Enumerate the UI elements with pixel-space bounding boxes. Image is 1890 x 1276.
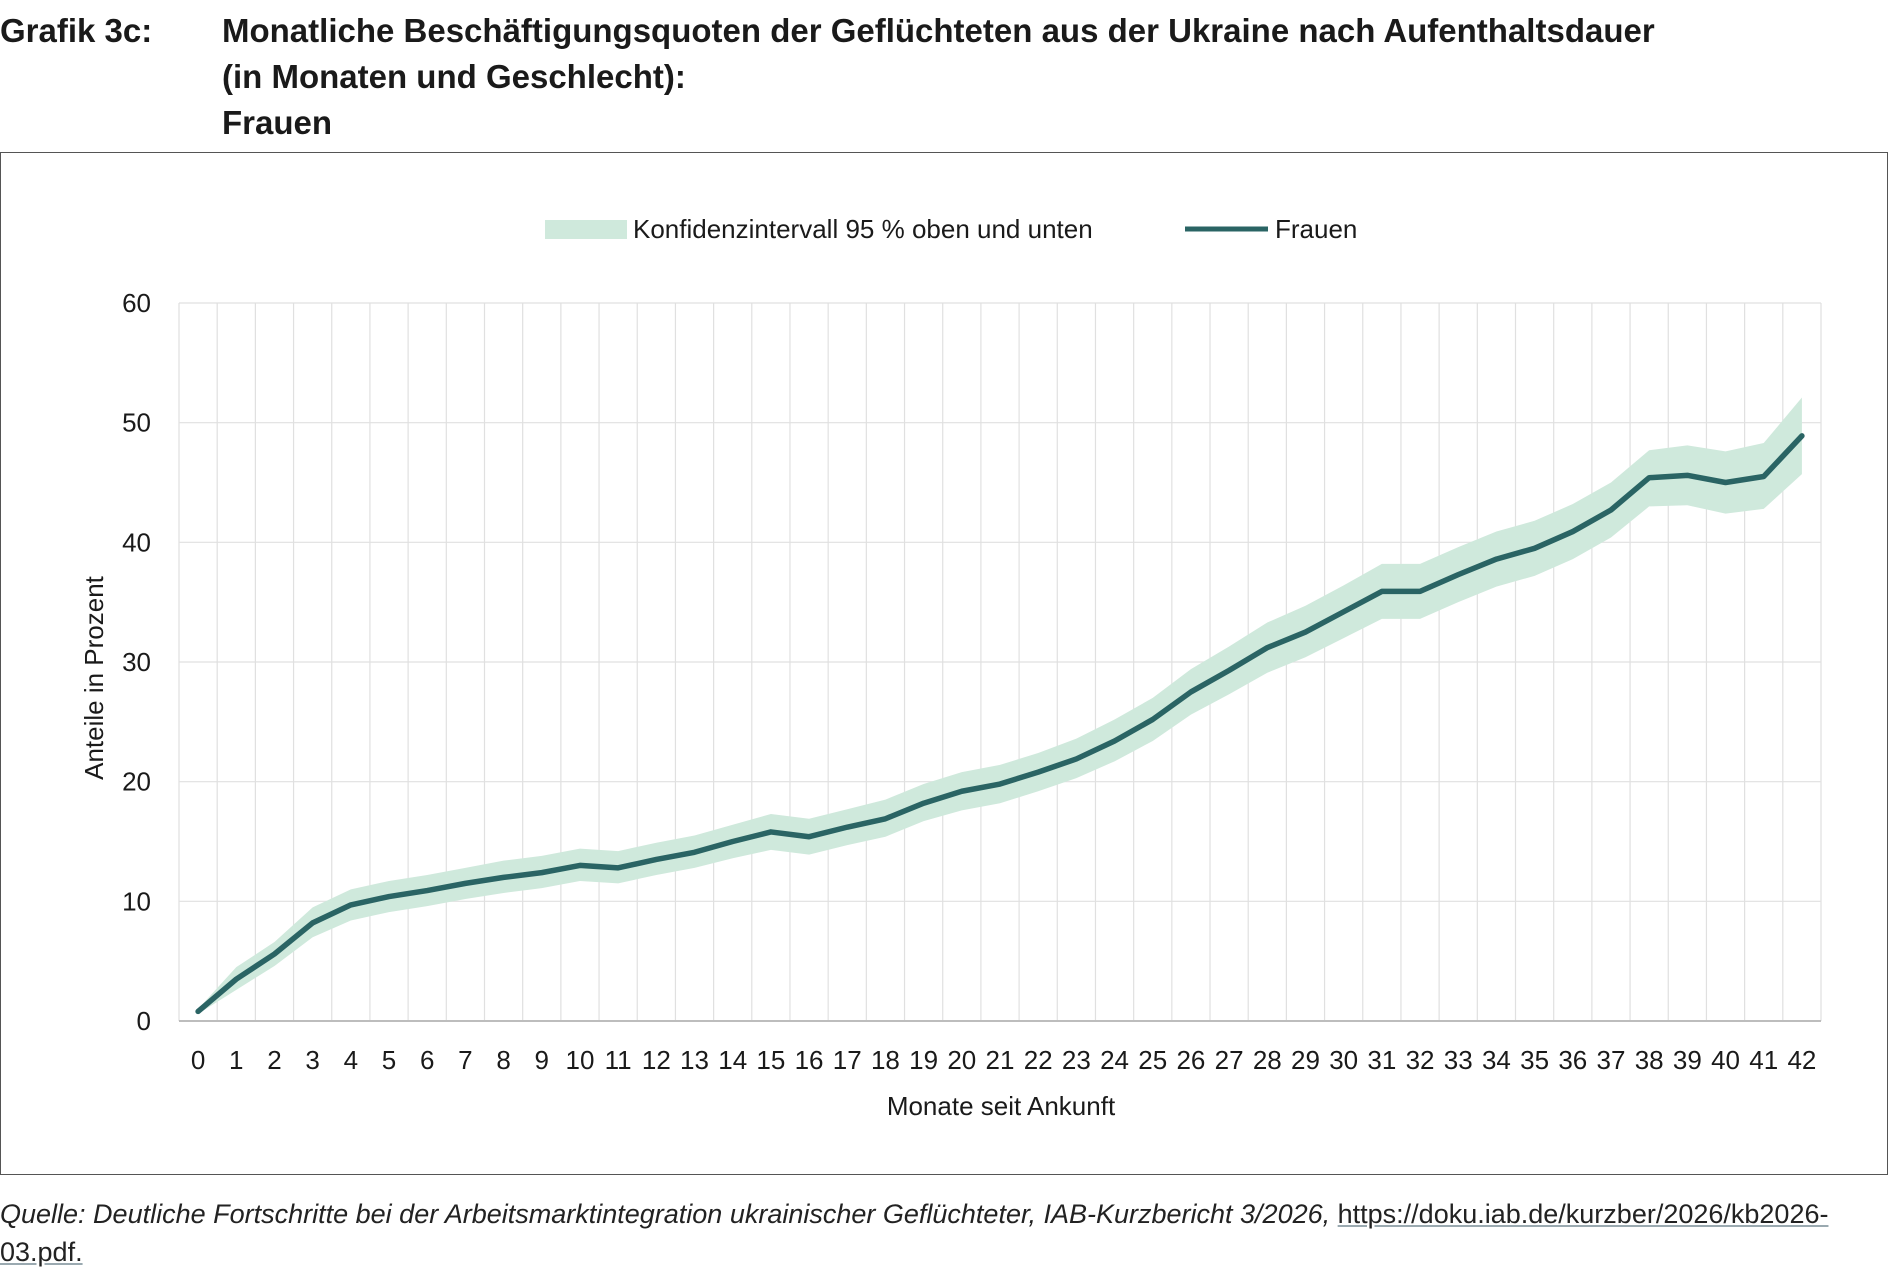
figure-title-line-1: Monatliche Beschäftigungsquoten der Gefl… [222, 12, 1655, 49]
y-tick-label: 30 [122, 647, 151, 677]
x-tick-label: 4 [344, 1045, 358, 1075]
source-note: Quelle: Deutliche Fortschritte bei der A… [0, 1195, 1886, 1271]
x-tick-label: 2 [267, 1045, 281, 1075]
line-layer [195, 433, 1805, 1015]
source-link-part-2: 03.pdf. [0, 1237, 83, 1267]
x-tick-label: 28 [1253, 1045, 1282, 1075]
x-tick-label: 42 [1787, 1045, 1816, 1075]
x-tick-label: 36 [1558, 1045, 1587, 1075]
x-tick-label: 5 [382, 1045, 396, 1075]
x-tick-label: 6 [420, 1045, 434, 1075]
x-tick-label: 0 [191, 1045, 205, 1075]
chart-frame: 0 1 2 3 4 5 6 7 8 9 10 11 12 13 14 15 16 17 18 19 20 21 22 23 24… [0, 152, 1888, 1175]
x-tick-label: 24 [1100, 1045, 1129, 1075]
x-tick-label: 26 [1176, 1045, 1205, 1075]
x-tick-label: 18 [871, 1045, 900, 1075]
source-link[interactable]: https://doku.iab.de/kurzber/2026/kb2026-… [0, 1199, 1828, 1267]
source-text: Quelle: Deutliche Fortschritte bei der A… [0, 1199, 1331, 1229]
x-tick-label: 17 [833, 1045, 862, 1075]
y-tick-label: 60 [122, 288, 151, 318]
confidence-band [198, 397, 1802, 1014]
x-tick-label: 25 [1138, 1045, 1167, 1075]
y-tick-label: 0 [137, 1006, 151, 1036]
series-line-frauen [195, 433, 1805, 1015]
x-tick-label: 27 [1215, 1045, 1244, 1075]
x-tick-label: 32 [1406, 1045, 1435, 1075]
x-tick-label: 1 [229, 1045, 243, 1075]
line-chart: 0 1 2 3 4 5 6 7 8 9 10 11 12 13 14 15 16 17 18 19 20 21 22 23 24… [79, 214, 1822, 1121]
x-axis-label: Monate seit Ankunft [887, 1091, 1116, 1121]
x-tick-label: 40 [1711, 1045, 1740, 1075]
figure-label: Grafik 3c: [0, 12, 153, 49]
legend-line-label: Frauen [1275, 214, 1357, 244]
tick-layer: 0 1 2 3 4 5 6 7 8 9 10 11 12 13 14 15 16 17 18 19 20 21 22 23 24… [122, 288, 1816, 1075]
x-tick-label: 22 [1024, 1045, 1053, 1075]
x-tick-label: 20 [947, 1045, 976, 1075]
legend-band-swatch [545, 220, 627, 239]
y-tick-label: 50 [122, 408, 151, 438]
x-tick-label: 23 [1062, 1045, 1091, 1075]
x-tick-label: 33 [1444, 1045, 1473, 1075]
x-tick-label: 35 [1520, 1045, 1549, 1075]
figure-title: Monatliche Beschäftigungsquoten der Gefl… [222, 8, 1862, 146]
legend: Konfidenzintervall 95 % oben und unten F… [545, 214, 1357, 244]
x-tick-label: 34 [1482, 1045, 1511, 1075]
x-tick-label: 41 [1749, 1045, 1778, 1075]
x-tick-label: 37 [1597, 1045, 1626, 1075]
x-tick-label: 39 [1673, 1045, 1702, 1075]
grid-layer [178, 302, 1822, 1021]
figure-title-line-2: (in Monaten und Geschlecht): [222, 58, 686, 95]
x-tick-label: 15 [756, 1045, 785, 1075]
x-tick-label: 12 [642, 1045, 671, 1075]
y-tick-label: 40 [122, 527, 151, 557]
x-tick-label: 9 [535, 1045, 549, 1075]
x-tick-label: 7 [458, 1045, 472, 1075]
x-tick-label: 29 [1291, 1045, 1320, 1075]
x-tick-label: 31 [1367, 1045, 1396, 1075]
x-tick-label: 16 [795, 1045, 824, 1075]
band-layer [198, 397, 1802, 1014]
x-tick-label: 11 [605, 1045, 632, 1075]
legend-band-label: Konfidenzintervall 95 % oben und unten [633, 214, 1093, 244]
x-tick-label: 19 [909, 1045, 938, 1075]
x-tick-label: 10 [565, 1045, 594, 1075]
x-tick-label: 21 [986, 1045, 1015, 1075]
y-tick-label: 20 [122, 767, 151, 797]
x-tick-label: 3 [305, 1045, 319, 1075]
x-tick-label: 30 [1329, 1045, 1358, 1075]
source-link-part-1: https://doku.iab.de/kurzber/2026/kb2026- [1337, 1199, 1829, 1229]
x-tick-label: 14 [718, 1045, 747, 1075]
x-tick-label: 8 [496, 1045, 510, 1075]
figure-heading: Grafik 3c: Monatliche Beschäftigungsquot… [0, 8, 1880, 143]
x-tick-label: 38 [1635, 1045, 1664, 1075]
x-tick-label: 13 [680, 1045, 709, 1075]
y-axis-label: Anteile in Prozent [79, 575, 109, 780]
figure-title-line-3: Frauen [222, 104, 333, 141]
y-tick-label: 10 [122, 886, 151, 916]
